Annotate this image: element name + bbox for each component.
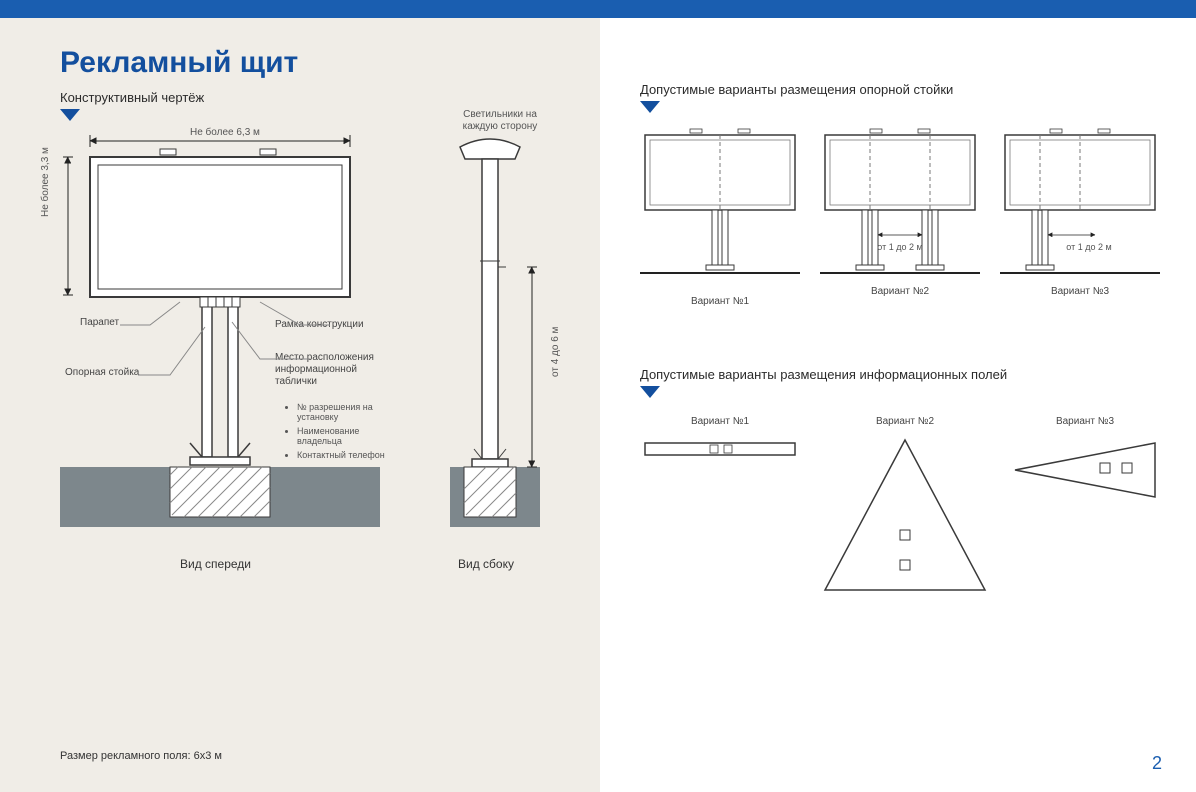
- variant-block: Вариант №2: [820, 410, 990, 600]
- pointer-icon: [640, 386, 660, 398]
- field-variants: Вариант №1 Вариант №2 Вариант №3: [640, 410, 1166, 600]
- variant-block: от 1 до 2 м Вариант №2: [820, 125, 980, 307]
- footnote: Размер рекламного поля: 6х3 м: [60, 750, 222, 762]
- support-variants: Вариант №1: [640, 125, 1166, 307]
- top-bar: [0, 0, 1196, 18]
- variant-svg: [640, 125, 800, 285]
- pointer-icon: [60, 109, 80, 121]
- section-label-r1: Допустимые варианты размещения опорной с…: [640, 82, 1166, 97]
- variant-block: Вариант №3: [1010, 410, 1160, 520]
- section-label-left: Конструктивный чертёж: [60, 90, 576, 105]
- pointer-icon: [640, 101, 660, 113]
- variant-caption: Вариант №3: [1000, 286, 1160, 297]
- field-svg: [1010, 435, 1160, 515]
- field-svg: [640, 435, 800, 465]
- variant-svg: [1000, 125, 1160, 285]
- page-number: 2: [1152, 753, 1162, 774]
- construction-diagram: Не более 6,3 м Не более 3,3 м Светильник…: [60, 127, 560, 607]
- construction-svg: [60, 127, 560, 587]
- right-panel: Допустимые варианты размещения опорной с…: [600, 18, 1196, 792]
- variant-caption: Вариант №2: [820, 416, 990, 427]
- variant-caption: Вариант №3: [1010, 416, 1160, 427]
- view-side-label: Вид сбоку: [458, 557, 514, 571]
- variant-block: Вариант №1: [640, 410, 800, 470]
- variant-caption: Вариант №2: [820, 286, 980, 297]
- variant-block: Вариант №1: [640, 125, 800, 307]
- variant-caption: Вариант №1: [640, 296, 800, 307]
- variant-caption: Вариант №1: [640, 416, 800, 427]
- field-svg: [820, 435, 990, 595]
- page: Рекламный щит Конструктивный чертёж Не б…: [0, 0, 1196, 792]
- section-label-r2: Допустимые варианты размещения информаци…: [640, 367, 1166, 382]
- dim-height-label: Не более 3,3 м: [40, 147, 51, 217]
- variant-block: от 1 до 2 м Вариант №3: [1000, 125, 1160, 307]
- view-front-label: Вид спереди: [180, 557, 251, 571]
- variant-svg: [820, 125, 980, 285]
- left-panel: Рекламный щит Конструктивный чертёж Не б…: [0, 18, 600, 792]
- page-title: Рекламный щит: [60, 46, 576, 80]
